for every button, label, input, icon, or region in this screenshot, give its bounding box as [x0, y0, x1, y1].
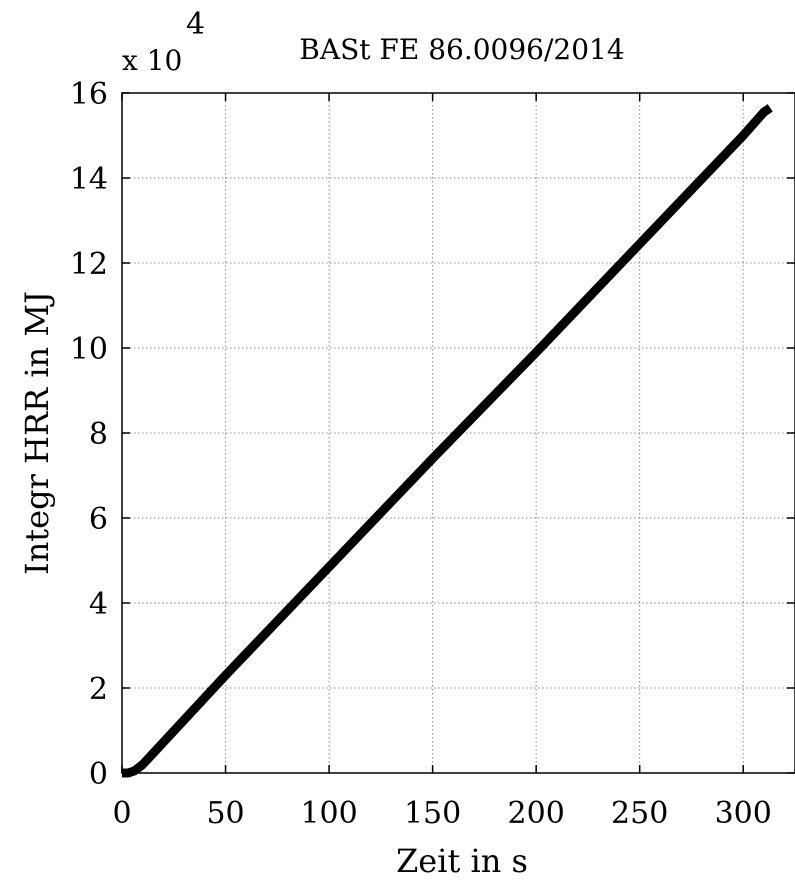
x-tick-label: 300 [715, 796, 772, 831]
x-tick-label: 150 [404, 796, 461, 831]
x-tick-label: 0 [112, 796, 131, 831]
y-multiplier-base: x 10 [122, 44, 182, 77]
y-axis-label: Integr HRR in MJ [18, 291, 56, 575]
y-tick-label: 12 [70, 247, 108, 282]
y-tick-label: 16 [70, 77, 108, 112]
y-tick-label: 6 [89, 502, 108, 537]
x-tick-label: 100 [300, 796, 357, 831]
ticks: 0 50 100 150 200 250 300 0 2 4 6 8 10 12 14 16 [70, 77, 795, 831]
y-tick-label: 4 [89, 587, 108, 622]
y-tick-label: 0 [89, 757, 108, 792]
x-tick-label: 250 [611, 796, 668, 831]
series-layer [122, 104, 773, 778]
y-multiplier-exponent: 4 [186, 7, 205, 42]
x-tick-label: 50 [206, 796, 244, 831]
x-tick-label: 200 [508, 796, 565, 831]
chart-title: BASt FE 86.0096/2014 [299, 33, 624, 66]
x-axis-label: Zeit in s [396, 842, 528, 879]
y-tick-label: 10 [70, 332, 108, 367]
grid [122, 93, 795, 773]
y-tick-label: 14 [70, 162, 108, 197]
y-tick-label: 8 [89, 417, 108, 452]
y-tick-label: 2 [89, 672, 108, 707]
series-line [122, 104, 773, 778]
